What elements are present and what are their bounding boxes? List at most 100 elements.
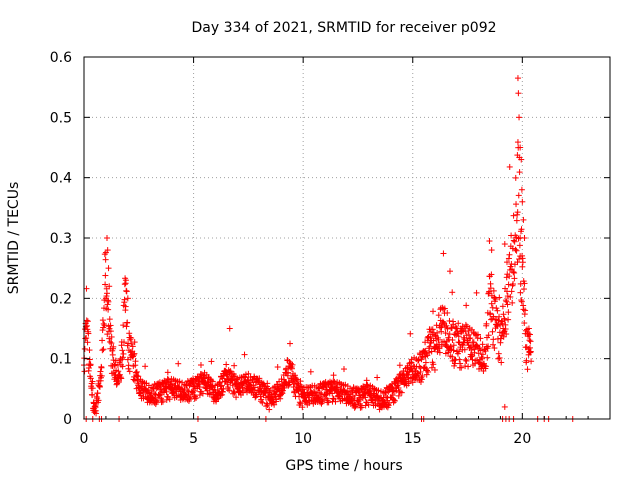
data-point — [519, 263, 526, 270]
data-point — [89, 385, 96, 392]
data-point — [89, 392, 96, 399]
data-point — [363, 377, 370, 384]
data-point — [419, 373, 426, 380]
data-point — [495, 355, 502, 362]
data-point — [390, 397, 397, 404]
data-point — [501, 241, 508, 248]
data-point — [456, 356, 463, 363]
data-point — [516, 242, 523, 249]
data-point — [398, 389, 405, 396]
data-point — [524, 366, 531, 373]
data-point — [473, 341, 480, 348]
data-point — [281, 384, 288, 391]
data-point — [407, 330, 414, 337]
data-point — [330, 372, 337, 379]
data-point — [496, 313, 503, 320]
data-point — [348, 396, 355, 403]
x-tick-label: 15 — [404, 431, 422, 447]
data-point — [428, 364, 435, 371]
data-point — [515, 192, 522, 199]
data-point — [101, 251, 108, 258]
x-tick-label: 5 — [189, 431, 198, 447]
data-point — [481, 362, 488, 369]
data-point — [283, 370, 290, 377]
data-point — [374, 374, 381, 381]
data-point — [128, 334, 135, 341]
data-point — [465, 363, 472, 370]
data-point — [358, 404, 365, 411]
data-point — [131, 350, 138, 357]
data-point — [208, 358, 215, 365]
data-point — [513, 217, 520, 224]
data-point — [479, 351, 486, 358]
data-point — [218, 382, 225, 389]
data-point — [502, 326, 509, 333]
data-point — [487, 285, 494, 292]
data-point — [486, 288, 493, 295]
data-point — [362, 402, 369, 409]
data-point — [123, 287, 130, 294]
data-point — [479, 355, 486, 362]
data-point — [85, 330, 92, 337]
data-point — [418, 376, 425, 383]
data-point — [452, 323, 459, 330]
data-point — [99, 327, 106, 334]
data-point — [500, 311, 507, 318]
data-point — [365, 401, 372, 408]
data-point — [214, 386, 221, 393]
data-point — [106, 283, 113, 290]
data-point — [523, 357, 530, 364]
data-point — [224, 381, 231, 388]
data-point — [517, 144, 524, 151]
data-point — [407, 360, 414, 367]
data-point — [396, 362, 403, 369]
data-point — [496, 354, 503, 361]
data-point — [499, 320, 506, 327]
data-point — [521, 320, 528, 327]
data-point — [197, 362, 204, 369]
x-tick-label: 10 — [294, 431, 312, 447]
data-point — [315, 394, 322, 401]
data-point — [444, 309, 451, 316]
data-point — [163, 388, 170, 395]
data-point — [125, 362, 132, 369]
data-point — [395, 384, 402, 391]
data-point — [81, 368, 88, 375]
y-tick-label: 0.3 — [50, 231, 72, 247]
data-point — [490, 287, 497, 294]
data-point — [259, 399, 266, 406]
data-point — [509, 299, 516, 306]
data-point — [159, 398, 166, 405]
data-point — [119, 363, 126, 370]
data-point — [124, 356, 131, 363]
data-point — [428, 348, 435, 355]
data-point — [461, 336, 468, 343]
data-point — [434, 329, 441, 336]
data-point — [100, 346, 107, 353]
data-point — [429, 326, 436, 333]
data-point — [507, 293, 514, 300]
data-point — [527, 349, 534, 356]
data-point — [111, 361, 118, 368]
data-point — [340, 366, 347, 373]
data-point — [230, 390, 237, 397]
data-point — [385, 401, 392, 408]
data-point — [288, 365, 295, 372]
data-point — [209, 383, 216, 390]
data-point — [330, 395, 337, 402]
data-point — [486, 238, 493, 245]
data-point — [322, 382, 329, 389]
data-point — [132, 358, 139, 365]
data-point — [175, 360, 182, 367]
data-point — [516, 256, 523, 263]
data-point — [322, 392, 329, 399]
data-point — [104, 290, 111, 297]
data-point — [435, 312, 442, 319]
data-point — [444, 325, 451, 332]
data-point — [488, 300, 495, 307]
grid — [84, 57, 610, 419]
data-point — [458, 364, 465, 371]
data-point — [110, 343, 117, 350]
data-point — [491, 345, 498, 352]
data-point — [299, 404, 306, 411]
